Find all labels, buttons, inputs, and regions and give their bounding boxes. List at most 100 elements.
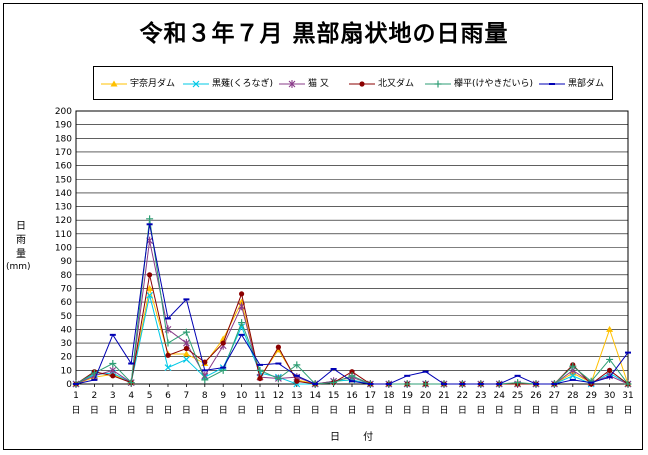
x-tick-suffix: 日 (384, 405, 393, 416)
x-tick-suffix: 日 (163, 405, 172, 416)
x-tick-suffix: 日 (476, 405, 485, 416)
x-tick-suffix: 日 (513, 405, 522, 416)
y-tick-label: 10 (61, 366, 73, 376)
x-tick-label: 23 (475, 391, 486, 401)
marker-shape (201, 376, 209, 384)
marker-shape (607, 367, 613, 373)
x-tick-suffix: 日 (311, 405, 320, 416)
data-point (349, 369, 355, 375)
x-tick-label: 18 (383, 391, 395, 401)
marker-shape (349, 369, 355, 375)
x-tick-suffix: 日 (108, 405, 117, 416)
data-point (109, 366, 117, 375)
legend-label: 宇奈月ダム (130, 79, 176, 89)
y-axis-label: 日雨量 (13, 220, 29, 262)
marker-shape (146, 291, 154, 299)
data-point (183, 339, 190, 348)
data-point (348, 372, 356, 380)
x-tick-suffix: 日 (587, 405, 596, 416)
data-point (146, 284, 154, 291)
y-tick-label: 20 (61, 353, 73, 363)
data-point (239, 291, 245, 297)
marker-shape (182, 328, 190, 336)
x-tick-label: 5 (147, 391, 153, 401)
data-point (146, 215, 154, 223)
x-tick-label: 13 (291, 391, 302, 401)
data-point (293, 361, 301, 369)
marker-shape (569, 372, 577, 380)
x-tick-suffix: 日 (219, 405, 228, 416)
marker-shape (403, 380, 411, 388)
x-tick-label: 31 (622, 391, 633, 401)
x-tick-suffix: 日 (274, 405, 283, 416)
marker-shape (434, 80, 442, 88)
legend-swatch-marker (434, 80, 442, 88)
data-point (422, 380, 430, 388)
marker-shape (110, 373, 116, 379)
x-tick-suffix: 日 (458, 405, 467, 416)
legend-swatch-marker (110, 80, 118, 87)
x-tick-suffix: 日 (495, 405, 504, 416)
x-tick-suffix: 日 (127, 405, 136, 416)
x-tick-suffix: 日 (90, 405, 99, 416)
x-tick-label: 8 (202, 391, 208, 401)
x-tick-suffix: 日 (550, 405, 559, 416)
data-point (606, 355, 614, 363)
data-point (182, 328, 190, 336)
data-point (294, 378, 300, 384)
y-tick-label: 40 (61, 325, 73, 335)
y-tick-label: 100 (55, 244, 72, 254)
x-tick-suffix: 日 (568, 405, 577, 416)
y-tick-label: 170 (55, 148, 72, 158)
x-tick-label: 16 (346, 391, 358, 401)
data-point (514, 379, 522, 387)
marker-shape (330, 379, 338, 387)
data-point (219, 335, 227, 342)
marker-shape (164, 339, 172, 347)
marker-shape (219, 335, 227, 342)
data-point (403, 380, 411, 388)
data-point (146, 291, 154, 299)
legend-swatch (279, 80, 305, 88)
data-point (330, 379, 338, 387)
y-axis-unit: (mm) (6, 262, 31, 272)
marker-shape (183, 345, 189, 352)
x-tick-label: 3 (110, 391, 116, 401)
data-point (274, 375, 282, 383)
marker-shape (274, 375, 282, 383)
legend-swatch-marker (288, 80, 296, 88)
y-tick-label: 120 (55, 216, 72, 226)
x-tick-suffix: 日 (439, 405, 448, 416)
data-point (624, 380, 632, 388)
x-tick-suffix: 日 (329, 405, 338, 416)
y-tick-label: 150 (55, 175, 72, 185)
legend-swatch (183, 80, 209, 88)
legend: 宇奈月ダム 黒薙(くろなぎ) 猫 又 北又ダム 欅平(けやきだいら) 黒部ダム (93, 66, 613, 100)
x-tick-label: 20 (420, 391, 432, 401)
marker-shape (146, 215, 154, 223)
y-axis-label-char: 雨 (16, 235, 26, 246)
marker-shape (109, 366, 117, 375)
x-tick-label: 6 (165, 391, 171, 401)
marker-shape (275, 344, 281, 350)
x-tick-suffix: 日 (403, 405, 412, 416)
legend-swatch (425, 80, 451, 88)
x-tick-label: 25 (512, 391, 523, 401)
marker-shape (147, 272, 153, 278)
x-tick-label: 1 (73, 391, 79, 401)
y-tick-label: 60 (61, 298, 73, 308)
marker-shape (422, 380, 430, 388)
y-tick-label: 140 (55, 189, 72, 199)
x-tick-suffix: 日 (366, 405, 375, 416)
marker-shape (110, 80, 118, 87)
marker-shape (183, 339, 190, 348)
marker-shape (165, 352, 171, 358)
data-point (569, 372, 577, 380)
data-point (275, 344, 281, 350)
x-tick-label: 2 (92, 391, 98, 401)
chart-title: 令和３年７月 黒部扇状地の日雨量 (139, 21, 509, 47)
legend-label: 黒薙(くろなぎ) (212, 79, 274, 89)
y-tick-label: 0 (66, 380, 72, 390)
x-tick-label: 22 (457, 391, 468, 401)
